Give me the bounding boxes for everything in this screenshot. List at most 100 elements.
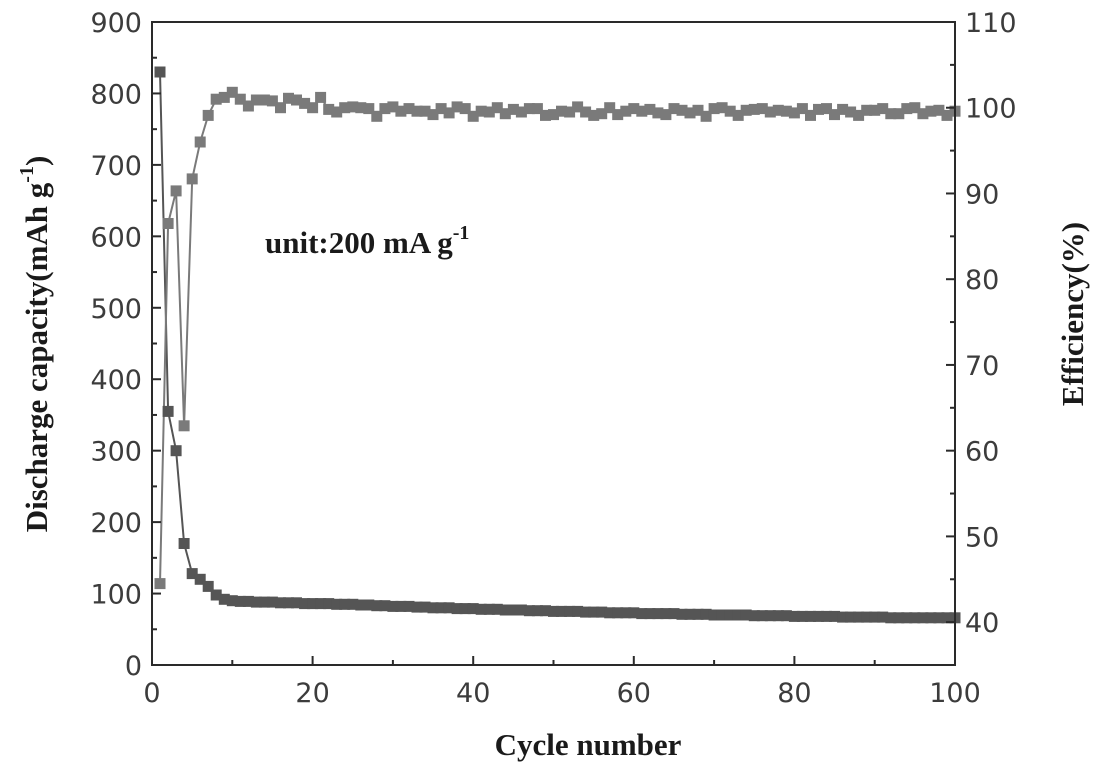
capacity-point <box>925 612 937 624</box>
efficiency-point <box>748 103 760 115</box>
capacity-point <box>829 610 840 622</box>
capacity-point <box>548 605 559 617</box>
capacity-point <box>644 608 656 620</box>
y-right-tick-label: 80 <box>965 265 999 296</box>
capacity-point <box>331 598 343 610</box>
capacity-point <box>491 603 503 615</box>
efficiency-point <box>780 105 792 117</box>
capacity-point <box>861 611 873 623</box>
y-left-tick-label: 900 <box>90 8 142 39</box>
efficiency-point <box>170 185 182 197</box>
efficiency-point <box>210 93 222 105</box>
efficiency-point <box>700 110 712 122</box>
efficiency-point <box>387 101 399 113</box>
capacity-point <box>740 609 752 621</box>
efficiency-point <box>837 103 849 115</box>
efficiency-point <box>772 104 784 116</box>
efficiency-point <box>283 92 294 104</box>
efficiency-point <box>331 106 343 118</box>
efficiency-point <box>531 103 543 115</box>
efficiency-point <box>379 103 391 115</box>
capacity-point <box>499 604 511 616</box>
efficiency-point <box>411 105 423 117</box>
y-left-tick-label: 100 <box>90 580 142 611</box>
capacity-point <box>523 605 535 617</box>
capacity-point <box>443 602 455 614</box>
capacity-point <box>772 610 784 622</box>
efficiency-point <box>901 103 913 115</box>
efficiency-point <box>917 108 929 120</box>
capacity-point <box>716 609 728 621</box>
capacity-point <box>451 603 463 615</box>
x-tick-label: 40 <box>456 678 490 709</box>
capacity-point <box>483 603 495 615</box>
efficiency-point <box>523 103 535 115</box>
capacity-point <box>805 610 816 622</box>
efficiency-point <box>861 104 873 116</box>
efficiency-point <box>266 95 278 107</box>
efficiency-point <box>291 94 302 106</box>
capacity-point <box>821 610 832 622</box>
series-layer <box>154 66 961 624</box>
efficiency-point <box>796 103 808 115</box>
efficiency-point <box>740 104 752 116</box>
capacity-point <box>788 610 800 622</box>
efficiency-point <box>451 101 463 113</box>
capacity-point <box>266 596 278 608</box>
efficiency-point <box>684 107 696 119</box>
capacity-point <box>234 595 246 607</box>
capacity-point <box>307 598 319 610</box>
capacity-point <box>540 605 551 617</box>
efficiency-point <box>644 103 656 115</box>
efficiency-point <box>459 103 471 115</box>
capacity-point <box>250 596 262 608</box>
efficiency-point <box>660 109 672 121</box>
efficiency-point <box>813 103 824 115</box>
capacity-point <box>283 597 294 609</box>
efficiency-point <box>716 102 728 114</box>
capacity-point <box>748 610 760 622</box>
capacity-point <box>459 603 471 615</box>
capacity-point <box>419 601 431 613</box>
efficiency-point <box>371 110 383 122</box>
capacity-point <box>877 611 889 623</box>
efficiency-point <box>548 109 559 121</box>
capacity-point <box>676 608 688 620</box>
efficiency-point <box>628 103 640 115</box>
capacity-point <box>242 595 254 607</box>
efficiency-point <box>692 104 704 116</box>
efficiency-point <box>419 105 431 117</box>
efficiency-point <box>162 218 174 229</box>
y-right-tick-label: 100 <box>965 94 1017 125</box>
efficiency-point <box>756 103 768 115</box>
efficiency-point <box>483 106 495 118</box>
capacity-point <box>604 607 616 619</box>
efficiency-point <box>507 103 519 115</box>
capacity-point <box>475 603 487 615</box>
efficiency-point <box>515 106 527 118</box>
x-axis-title: Cycle number <box>495 727 682 762</box>
efficiency-point <box>363 103 375 115</box>
efficiency-point <box>202 109 214 121</box>
capacity-point <box>941 612 953 624</box>
capacity-point <box>507 604 519 616</box>
efficiency-point <box>475 105 487 117</box>
efficiency-point <box>853 109 865 121</box>
y-right-tick-label: 60 <box>965 437 999 468</box>
capacity-point <box>154 66 166 78</box>
capacity-point <box>323 598 335 610</box>
efficiency-point <box>764 106 776 118</box>
capacity-point <box>226 595 238 607</box>
capacity-point <box>411 601 423 613</box>
efficiency-point <box>556 105 567 117</box>
y-right-tick-label: 50 <box>965 522 999 553</box>
efficiency-point <box>596 108 608 120</box>
efficiency-point <box>708 103 720 115</box>
efficiency-point <box>909 102 921 114</box>
capacity-point <box>572 605 584 617</box>
capacity-point <box>636 608 648 620</box>
capacity-point <box>756 610 768 622</box>
capacity-point <box>692 608 704 620</box>
capacity-point <box>917 612 929 624</box>
